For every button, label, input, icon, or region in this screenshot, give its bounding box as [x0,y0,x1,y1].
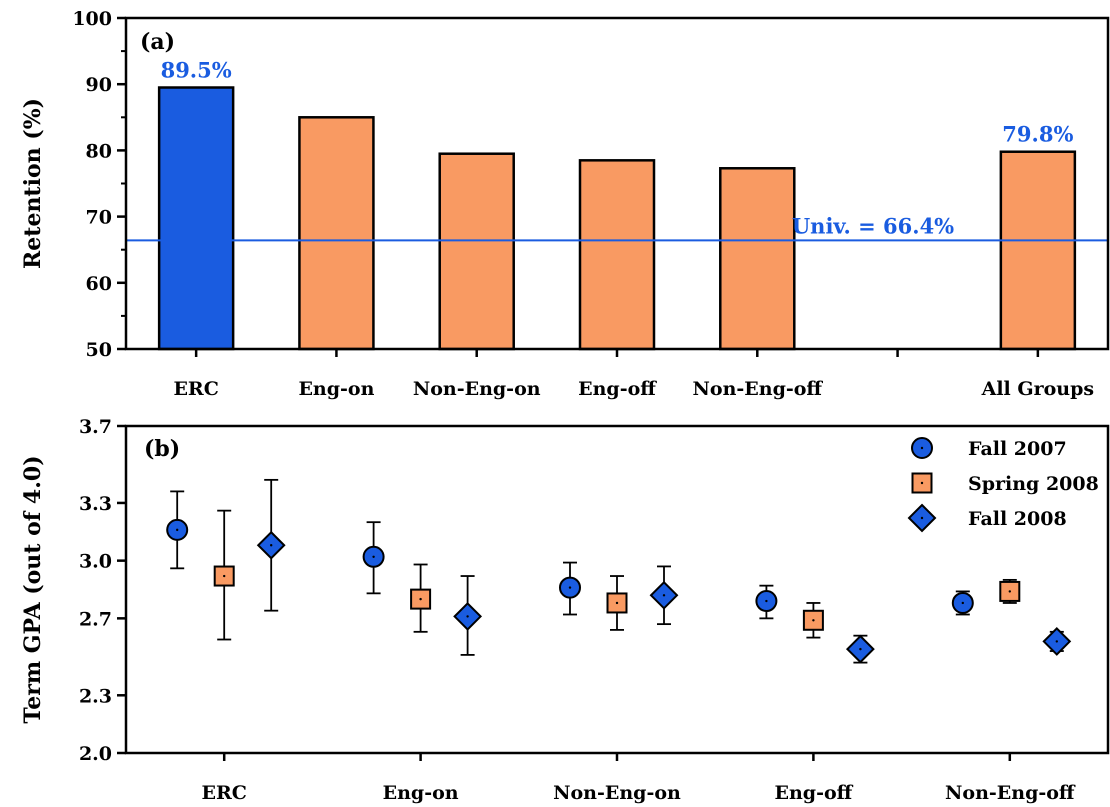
point-spring-2008-non-eng-off-center-dot [1008,590,1011,593]
y-tick-label-3-3: 3.3 [79,493,112,515]
panel-b-legend: Fall 2007 Spring 2008 Fall 2008 [907,437,1099,533]
panel-a-labels: 89.5% 79.8% ERC Eng-on Non-Eng-on Eng-off Non-… [161,58,1095,400]
x-tick-label-non-eng-on: Non-Eng-on [413,378,541,400]
y-tick-label-3-0: 3.0 [79,551,112,573]
y-tick-label-50: 50 [86,339,112,361]
point-fall-2008-eng-off-center-dot [859,647,862,651]
bar-eng-off [578,159,656,351]
point-fall-2008-erc-center-dot [270,544,273,547]
point-fall-2008-non-eng-off-center-dot [1055,640,1059,643]
y-tick-label-80: 80 [86,140,112,162]
panel-b-tag: (b) [144,436,180,462]
panel-b-labels: ERC Eng-on Non-Eng-on Eng-off Non-Eng-off [201,782,1075,804]
x-tick-label-non-eng-on: Non-Eng-on [553,782,681,804]
series-fall-2007 [166,490,974,620]
y-tick-label-2-7: 2.7 [79,608,112,630]
x-tick-label-erc: ERC [173,378,218,400]
panel-a-retention-chart: Univ. = 66.4% 50 60 70 80 90 100 89.5% 79.8% ER… [20,8,1110,400]
bar-non-eng-on [438,152,515,351]
point-spring-2008-erc-center-dot [223,574,226,578]
x-tick-label-all-groups: All Groups [981,378,1095,400]
bar-erc [157,86,235,351]
x-tick-label-non-eng-off: Non-Eng-off [945,782,1076,804]
bar-eng-on [298,116,375,351]
panel-b-y-axis-title: Term GPA (out of 4.0) [20,455,46,723]
x-tick-label-eng-on: Eng-on [298,378,374,400]
legend-marker-fall-2007-center-dot [920,446,924,450]
point-spring-2008-non-eng-on-center-dot [615,601,619,605]
legend-marker-spring-2008-center-dot [920,481,924,485]
x-tick-label-eng-on: Eng-on [383,782,459,804]
bar-non-eng-off [719,167,796,351]
y-tick-label-2-0: 2.0 [79,743,112,765]
y-tick-label-60: 60 [86,273,112,295]
point-spring-2008-eng-off-center-dot [812,619,815,622]
point-fall-2007-non-eng-on-center-dot [568,586,572,589]
y-tick-label-2-3: 2.3 [79,685,112,707]
panel-b-ticks: 2.0 2.3 2.7 3.0 3.3 3.7 [79,416,1012,765]
value-label-erc: 89.5% [161,58,232,83]
series-fall-2008 [256,478,1072,664]
legend-label-fall-2008: Fall 2008 [968,508,1067,530]
y-tick-label-100: 100 [72,8,112,30]
x-tick-label-eng-off: Eng-off [578,378,657,400]
panel-a-ticks: 50 60 70 80 90 100 [72,8,1040,361]
legend-label-fall-2007: Fall 2007 [968,438,1067,460]
point-fall-2007-eng-off-center-dot [765,599,768,603]
point-fall-2007-non-eng-off-center-dot [961,601,964,605]
univ-reference-label: Univ. = 66.4% [792,213,954,238]
value-label-all-groups: 79.8% [1002,122,1073,147]
x-tick-label-erc: ERC [201,782,246,804]
bars-group [157,86,1077,351]
panel-a-tag: (a) [140,29,175,55]
point-fall-2008-eng-on-center-dot [466,615,469,618]
bar-all-groups [999,150,1077,351]
legend-marker-fall-2008-center-dot [920,516,924,520]
point-fall-2007-eng-on-center-dot [372,555,375,558]
y-tick-label-90: 90 [86,74,112,96]
point-fall-2008-non-eng-on-center-dot [662,594,666,597]
x-tick-label-non-eng-off: Non-Eng-off [693,378,824,400]
panel-a-y-axis-title: Retention (%) [20,98,46,269]
y-tick-label-70: 70 [86,207,112,229]
panel-b-points [166,478,1072,664]
panel-b-gpa-chart: 2.0 2.3 2.7 3.0 3.3 3.7 ERC Eng-on Non-Eng-on En… [20,416,1110,804]
point-spring-2008-eng-on-center-dot [419,597,422,601]
point-fall-2007-erc-center-dot [176,528,179,532]
x-tick-label-eng-off: Eng-off [775,782,854,804]
series-spring-2008 [213,509,1021,641]
reference-line-group: Univ. = 66.4% [126,213,1108,242]
legend-label-spring-2008: Spring 2008 [968,473,1099,495]
y-tick-label-3-7: 3.7 [79,416,112,438]
